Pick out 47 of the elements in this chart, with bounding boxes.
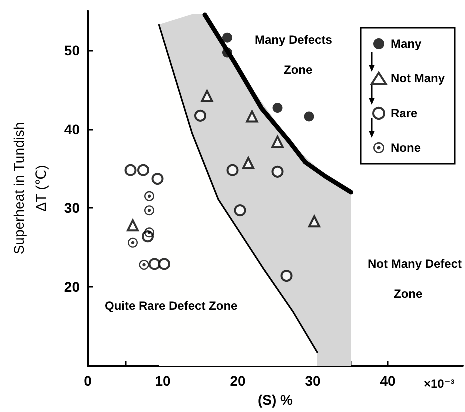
point [124,164,137,176]
point [226,164,239,176]
y-tick-label: 20 [64,279,80,296]
annotation: Not Many Defect [368,257,462,271]
point [194,110,206,122]
point [234,204,246,217]
point [242,157,254,170]
point [127,220,139,232]
point [144,191,154,202]
point [152,173,164,186]
x-axis-title: (S) % [258,392,294,408]
x-tick-label: 20 [230,373,246,389]
point [222,48,232,58]
point [144,228,154,238]
legend-label: Rare [391,106,418,120]
point [148,258,161,270]
text: ×10⁻³ [424,377,455,391]
point [280,270,293,282]
point [246,110,258,123]
legend-label: Many [391,37,422,51]
point [272,103,283,114]
point [308,216,320,228]
x-tick-label: 40 [380,373,396,389]
point [201,90,214,102]
point [144,206,154,216]
point [138,164,150,176]
annotation: Many Defects [255,33,333,47]
y-tick-label: 30 [64,200,80,216]
point [272,166,284,178]
x-tick-label: 30 [305,373,321,389]
point [304,112,314,122]
x-tick-label: 0 [84,373,92,389]
point [222,32,232,43]
y-axis-title: Superheat in Tundish ΔT (℃) [11,122,49,255]
annotation: Zone [394,287,423,301]
point [128,238,138,248]
annotation: Quite Rare Defect Zone [105,299,238,313]
legend-label: None [391,141,422,155]
y-tick-label: 50 [64,42,80,58]
point [272,136,284,148]
annotation: Zone [284,63,313,77]
x-tick-label: 10 [155,373,171,389]
y-tick-label: 40 [64,121,80,138]
line-series [202,12,354,195]
point [158,258,170,270]
legend-label: Not Many [391,72,446,86]
point [139,260,150,270]
